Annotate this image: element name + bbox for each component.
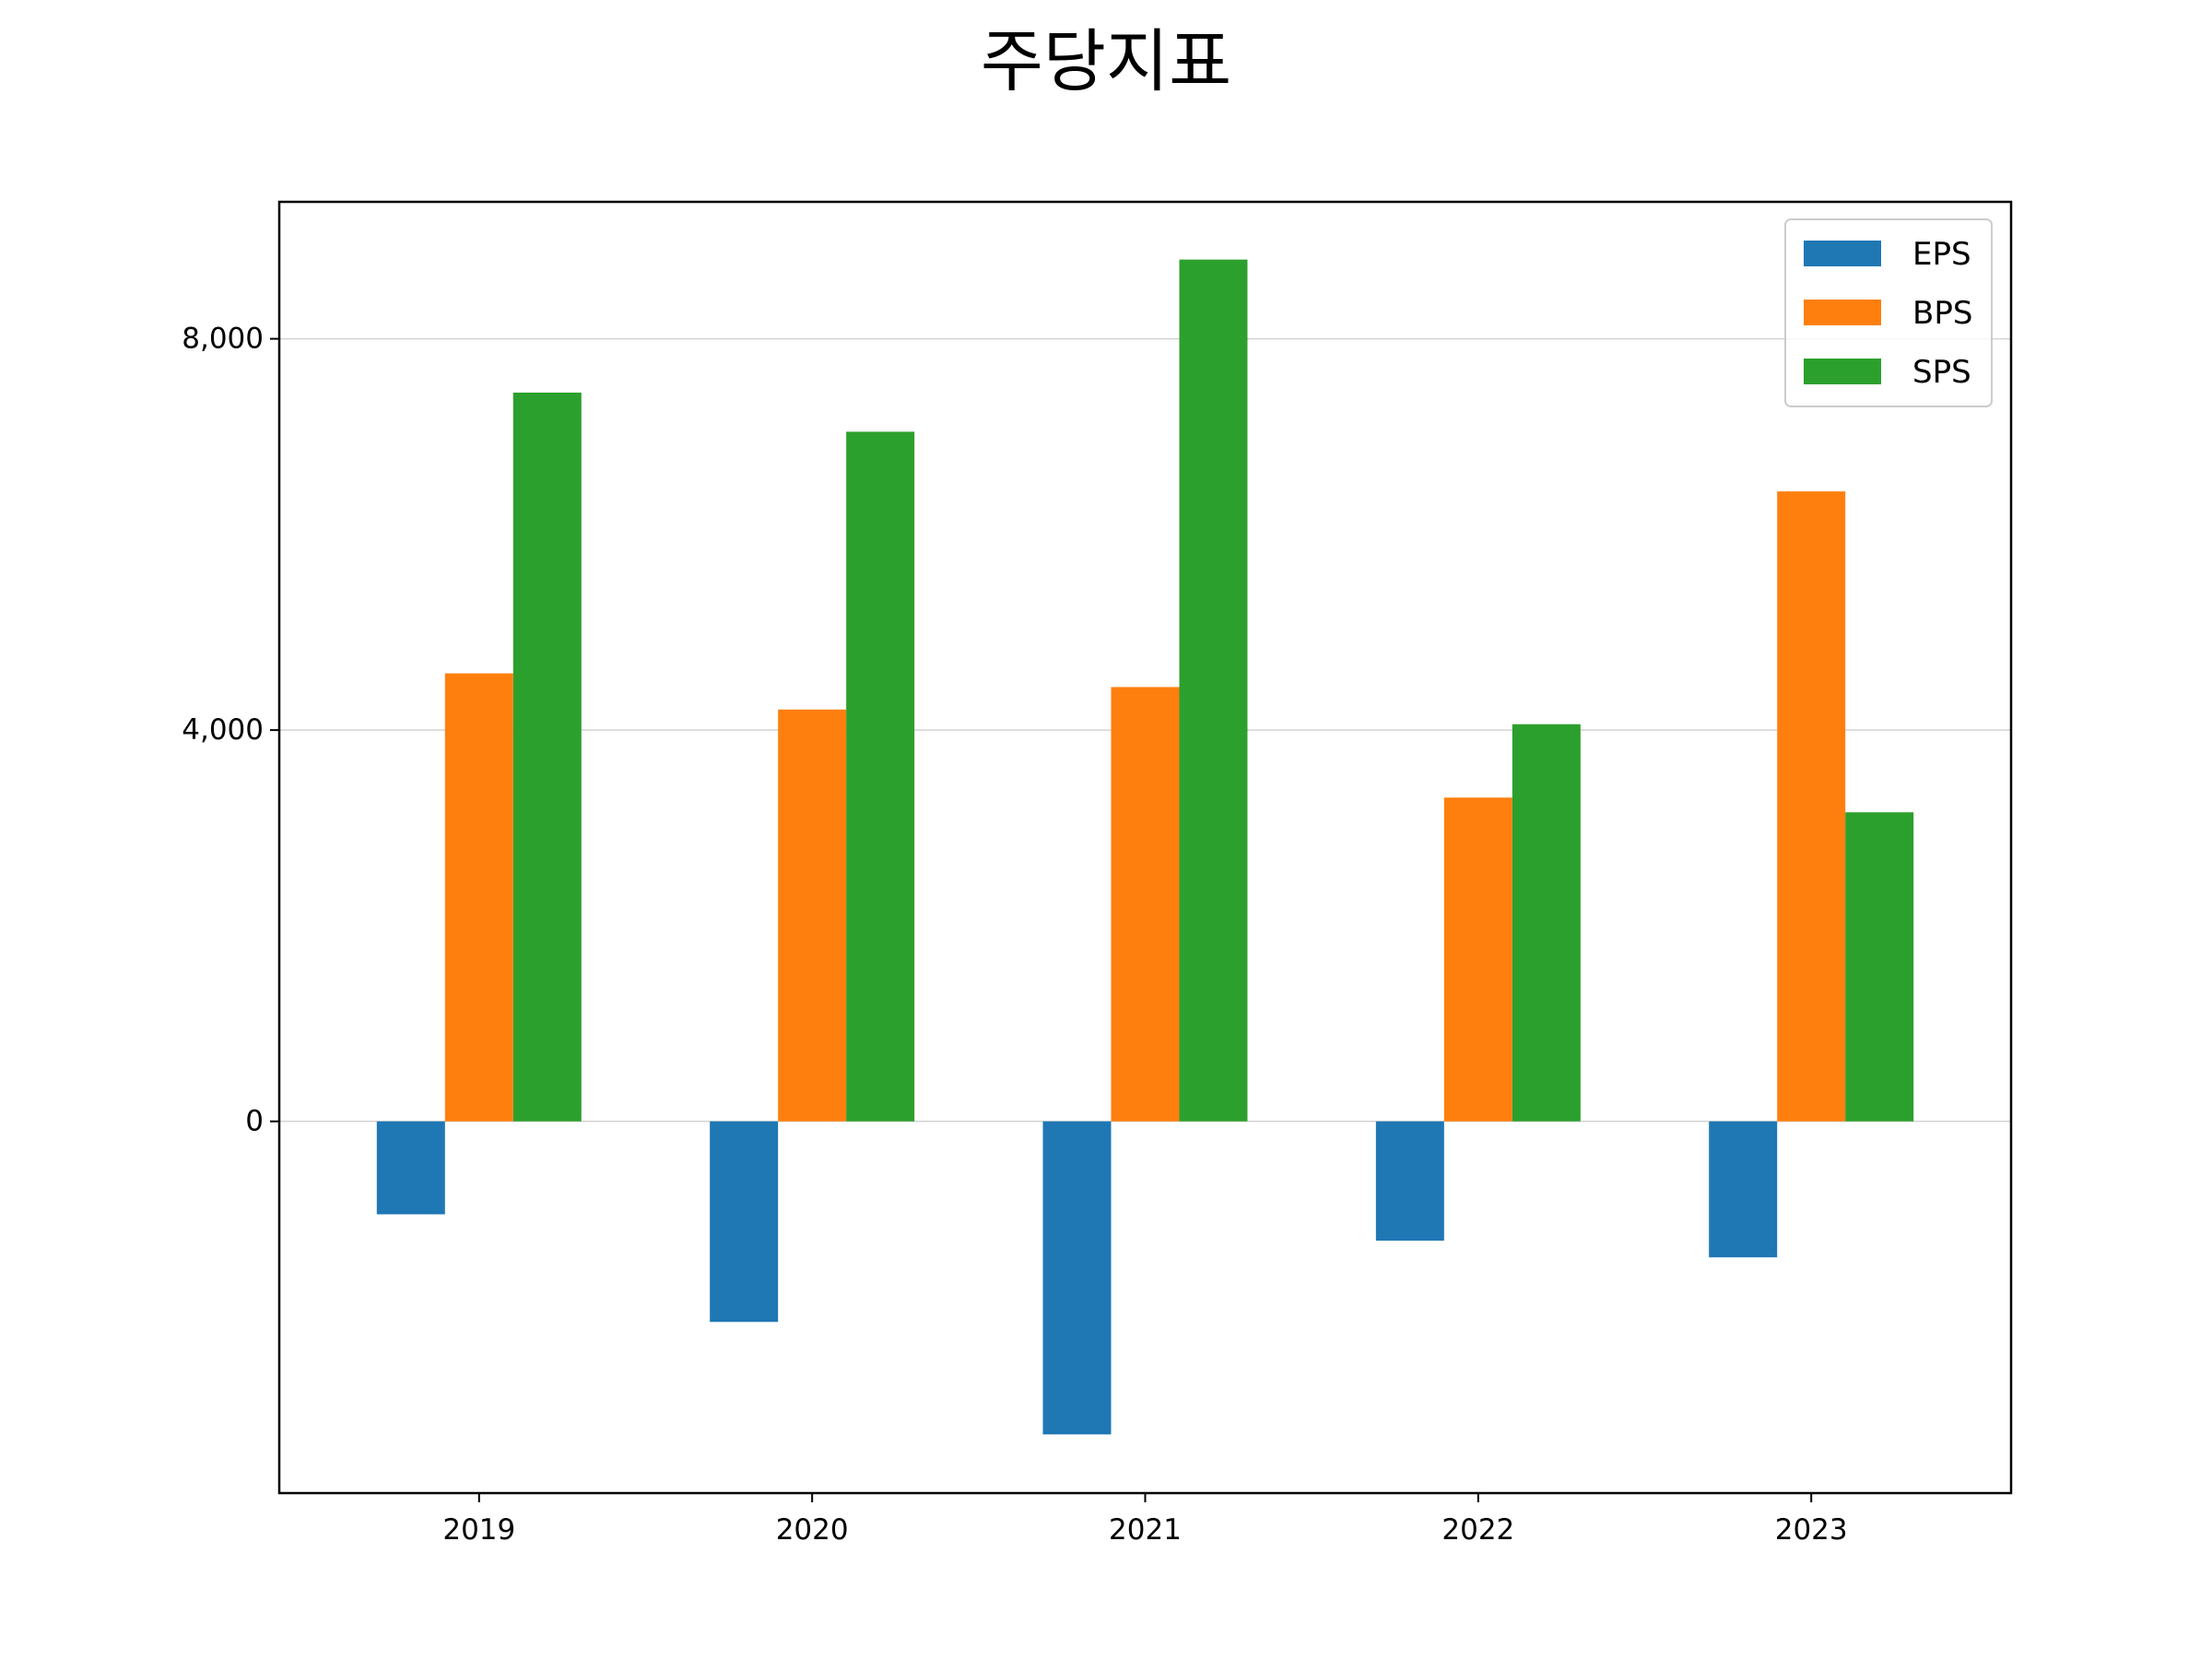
bar-bps-2020 <box>778 709 847 1122</box>
bar-eps-2022 <box>1375 1121 1444 1241</box>
chart-title: 주당지표 <box>981 22 1231 101</box>
bar-sps-2020 <box>846 431 915 1122</box>
bar-bps-2021 <box>1111 687 1180 1122</box>
bar-sps-2021 <box>1179 259 1248 1122</box>
bar-eps-2021 <box>1042 1121 1112 1435</box>
bar-sps-2022 <box>1512 724 1581 1122</box>
legend-swatch-eps <box>1804 241 1881 266</box>
bar-eps-2023 <box>1709 1121 1778 1258</box>
bar-sps-2023 <box>1845 812 1914 1122</box>
x-axis: 2019 2020 2021 2022 2023 <box>442 1493 1848 1547</box>
bar-sps-2019 <box>512 392 582 1122</box>
legend-label-bps: BPS <box>1912 295 1972 332</box>
y-tick-label: 0 <box>245 1105 264 1138</box>
legend-swatch-bps <box>1804 300 1881 325</box>
y-tick-label: 8,000 <box>182 323 264 356</box>
y-axis: 0 4,000 8,000 <box>182 323 279 1138</box>
x-tick-label: 2022 <box>1441 1513 1514 1547</box>
legend: EPS BPS SPS <box>1784 218 1993 407</box>
x-tick-label: 2019 <box>442 1513 515 1547</box>
bar-bps-2023 <box>1777 491 1846 1122</box>
bar-eps-2020 <box>710 1121 779 1323</box>
bar-bps-2022 <box>1443 797 1512 1122</box>
y-tick-label: 4,000 <box>182 713 264 747</box>
bars <box>376 259 1914 1435</box>
x-tick-label: 2021 <box>1109 1513 1182 1547</box>
x-tick-label: 2023 <box>1775 1513 1848 1547</box>
bar-bps-2019 <box>444 673 513 1122</box>
legend-swatch-sps <box>1804 359 1881 384</box>
x-tick-label: 2020 <box>776 1513 849 1547</box>
legend-label-sps: SPS <box>1912 354 1971 391</box>
legend-label-eps: EPS <box>1912 236 1971 273</box>
bar-eps-2019 <box>376 1121 445 1215</box>
